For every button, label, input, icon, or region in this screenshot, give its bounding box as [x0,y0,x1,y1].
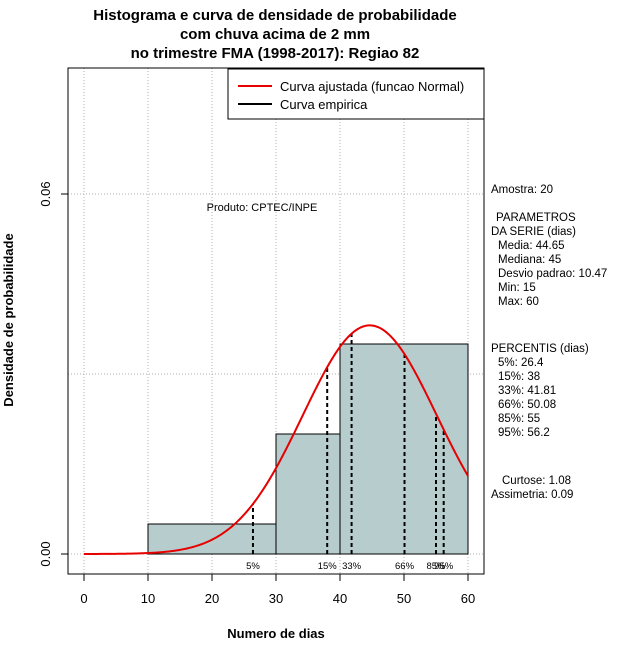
chart-title-line-3: no trimestre FMA (1998-2017): Regiao 82 [131,45,420,62]
percentil-95: 95%: 56.2 [498,427,550,439]
legend-label-normal: Curva ajustada (funcao Normal) [280,79,464,94]
percentile-label: 95% [434,561,454,572]
params-header-1: PARAMETROS [496,212,576,224]
percentil-5: 5%: 26.4 [498,357,544,369]
params-header-2: DA SERIE (dias) [491,226,576,238]
percentil-33: 33%: 41.81 [498,385,556,397]
x-tick-label: 40 [333,591,347,606]
chart-title-line-1: Histograma e curva de densidade de proba… [93,7,456,24]
legend-box [227,68,485,120]
x-tick-label: 30 [269,591,283,606]
x-tick-label: 10 [141,591,155,606]
x-tick-label: 50 [397,591,411,606]
percentis-header: PERCENTIS (dias) [491,343,589,355]
skewness: Assimetria: 0.09 [491,489,573,501]
percentile-label: 85% [426,561,446,572]
percentil-66: 66%: 50.08 [498,399,556,411]
x-axis-title: Numero de dias [227,626,325,641]
param-min: Min: 15 [498,282,536,294]
percentile-label: 15% [318,561,338,572]
x-tick-label: 20 [205,591,219,606]
param-mean: Media: 44.65 [498,240,565,252]
percentil-85: 85%: 55 [498,413,540,425]
axes: 0 10 20 30 40 50 60 0.00 0.06 [38,181,475,606]
chart-title-line-2: com chuva acima de 2 mm [180,26,370,43]
normal-curve-layer [84,324,469,555]
y-tick-label: 0.00 [38,541,53,566]
percentil-15: 15%: 38 [498,371,540,383]
normal-curve [84,324,469,555]
histogram-bar [275,433,341,555]
sample-size: Amostra: 20 [491,184,553,196]
percentile-markers: 5% 15% 33% 66% 85%95% [246,333,454,572]
param-max: Max: 60 [498,296,539,308]
percentile-label: 33% [342,561,362,572]
percentile-label: 5% [246,561,260,572]
param-median: Mediana: 45 [498,254,561,266]
x-tick-label: 0 [80,591,87,606]
legend-label-empirical: Curva empirica [280,97,368,112]
percentile-label: 66% [395,561,415,572]
product-annotation: Produto: CPTEC/INPE [207,202,318,214]
y-axis-title: Densidade de probabilidade [1,233,16,406]
histogram-bars [147,343,469,555]
x-tick-label: 60 [461,591,475,606]
param-sd: Desvio padrao: 10.47 [498,268,607,280]
kurtosis: Curtose: 1.08 [502,475,571,487]
y-tick-label: 0.06 [38,181,53,206]
side-panel: Amostra: 20 PARAMETROS DA SERIE (dias) M… [491,184,607,501]
legend: Curva ajustada (funcao Normal) Curva emp… [227,68,485,120]
